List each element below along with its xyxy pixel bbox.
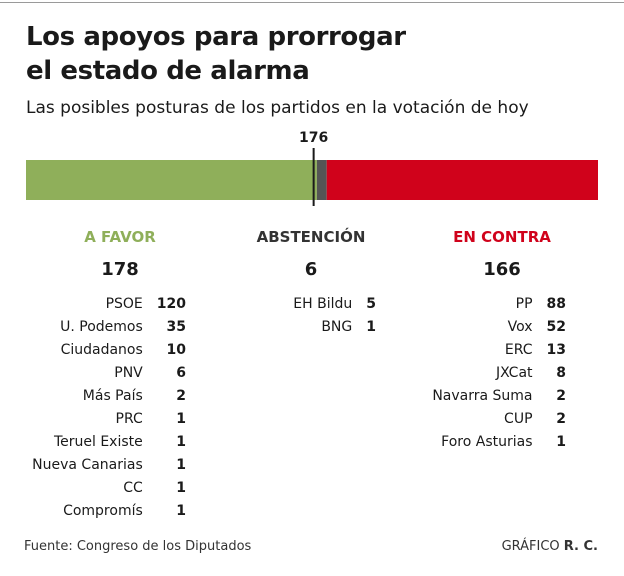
party-seats: 1	[176, 503, 186, 519]
party-name: PNV	[114, 365, 143, 381]
party-seats: 1	[556, 434, 566, 450]
party-name: Más País	[82, 388, 143, 404]
party-seats: 8	[556, 365, 566, 381]
party-name: CUP	[504, 411, 533, 427]
party-name: PRC	[115, 411, 143, 427]
party-seats: 13	[546, 342, 566, 358]
party-name: EH Bildu	[293, 296, 353, 312]
source-note: Fuente: Congreso de los Diputados	[24, 539, 252, 554]
party-list-abstencion: EH Bildu 5 BNG 1	[293, 293, 376, 339]
party-row: CC 1	[32, 477, 186, 500]
party-seats: 35	[166, 319, 186, 335]
party-row: CUP 2	[432, 408, 566, 431]
party-row: Más País 2	[32, 385, 186, 408]
party-name: Ciudadanos	[60, 342, 143, 358]
party-name: PSOE	[105, 296, 143, 312]
column-total-a-favor: 178	[101, 259, 139, 280]
top-rule	[0, 2, 624, 3]
bar-segment-a-favor	[26, 160, 317, 200]
party-seats: 10	[166, 342, 186, 358]
column-heading-abstencion: ABSTENCIÓN	[256, 228, 366, 246]
column-total-abstencion: 6	[304, 259, 318, 280]
party-name: CC	[123, 480, 143, 496]
party-row: PRC 1	[32, 408, 186, 431]
party-name: ERC	[504, 342, 533, 358]
party-seats: 52	[546, 319, 566, 335]
bar-segment-abstencion	[316, 160, 327, 200]
party-seats: 1	[176, 411, 186, 427]
party-row: Foro Asturias 1	[432, 431, 566, 454]
party-name: Vox	[507, 319, 533, 335]
party-row: Nueva Canarias 1	[32, 454, 186, 477]
party-row: ERC 13	[432, 339, 566, 362]
party-row: Vox 52	[432, 316, 566, 339]
party-seats: 120	[156, 296, 186, 312]
party-row: EH Bildu 5	[293, 293, 376, 316]
party-row: JXCat 8	[432, 362, 566, 385]
party-seats: 2	[556, 411, 566, 427]
column-heading-en-contra: EN CONTRA	[453, 228, 551, 246]
graphic-credit: GRÁFICO R. C.	[502, 539, 598, 554]
party-seats: 2	[176, 388, 186, 404]
party-seats: 1	[366, 319, 376, 335]
chart-title: Los apoyos para prorrogar el estado de a…	[26, 20, 606, 88]
title-line-2: el estado de alarma	[26, 56, 310, 86]
party-name: U. Podemos	[60, 319, 143, 335]
party-row: Ciudadanos 10	[32, 339, 186, 362]
credit-author: R. C.	[563, 539, 598, 554]
column-total-en-contra: 166	[483, 259, 521, 280]
party-seats: 5	[366, 296, 376, 312]
party-seats: 2	[556, 388, 566, 404]
party-row: PSOE 120	[32, 293, 186, 316]
party-row: U. Podemos 35	[32, 316, 186, 339]
party-list-en-contra: PP 88 Vox 52 ERC 13 JXCat 8 Navarra Suma 2 CUP 2 For…	[432, 293, 566, 454]
party-name: Navarra Suma	[432, 388, 533, 404]
party-seats: 1	[176, 434, 186, 450]
party-seats: 1	[176, 457, 186, 473]
title-line-1: Los apoyos para prorrogar	[26, 22, 406, 52]
party-row: BNG 1	[293, 316, 376, 339]
party-row: Compromís 1	[32, 500, 186, 523]
party-name: BNG	[321, 319, 353, 335]
stacked-vote-bar: 176	[26, 126, 600, 208]
party-row: PNV 6	[32, 362, 186, 385]
party-name: Compromís	[63, 503, 143, 519]
party-row: PP 88	[432, 293, 566, 316]
party-list-a-favor: PSOE 120 U. Podemos 35 Ciudadanos 10 PNV 6 Más P…	[32, 293, 186, 523]
party-row: Navarra Suma 2	[432, 385, 566, 408]
majority-label: 176	[299, 130, 328, 146]
party-name: Foro Asturias	[441, 434, 533, 450]
party-seats: 6	[176, 365, 186, 381]
chart-subtitle: Las posibles posturas de los partidos en…	[26, 98, 529, 118]
credit-prefix: GRÁFICO	[501, 539, 560, 554]
party-name: Nueva Canarias	[32, 457, 143, 473]
party-name: JXCat	[495, 365, 533, 381]
bar-segment-en-contra	[326, 160, 598, 200]
party-name: Teruel Existe	[53, 434, 143, 450]
party-row: Teruel Existe 1	[32, 431, 186, 454]
party-name: PP	[515, 296, 533, 312]
vote-bar-svg: 176	[26, 130, 598, 206]
party-seats: 1	[176, 480, 186, 496]
column-heading-a-favor: A FAVOR	[84, 228, 156, 246]
party-seats: 88	[546, 296, 566, 312]
